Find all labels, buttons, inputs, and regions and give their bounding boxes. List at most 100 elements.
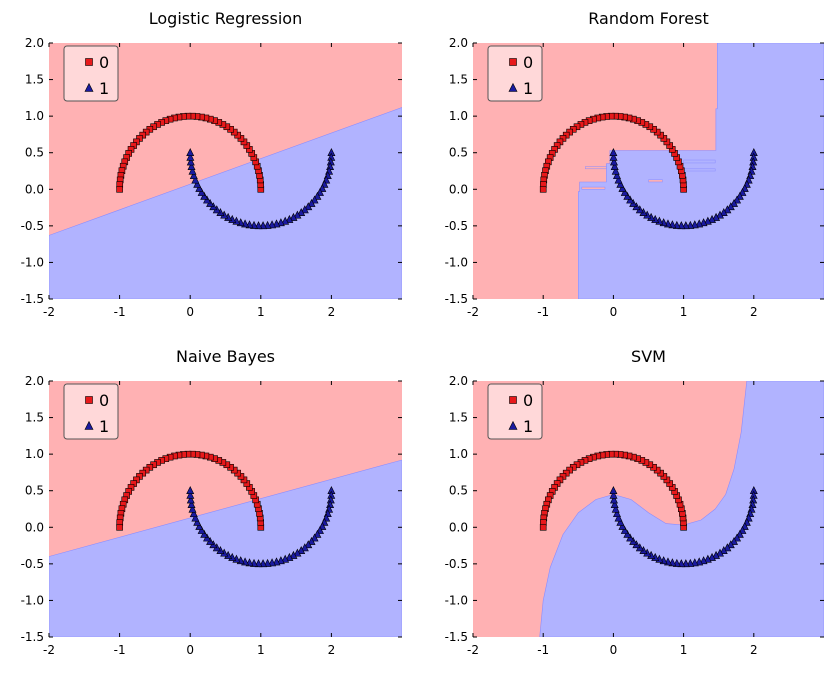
data-point xyxy=(726,202,735,211)
boundary-sliver xyxy=(683,168,716,172)
x-tick-label: -1 xyxy=(114,643,126,657)
series-0 xyxy=(539,112,687,193)
data-point xyxy=(703,216,712,225)
y-tick-label: -0.5 xyxy=(445,557,468,571)
data-point xyxy=(719,546,728,555)
x-tick-label: 2 xyxy=(750,643,758,657)
boundary-sliver xyxy=(581,186,606,190)
data-point xyxy=(620,525,629,534)
x-tick-label: -1 xyxy=(537,305,549,319)
data-point xyxy=(614,513,623,522)
legend-marker-square xyxy=(509,58,517,66)
data-point xyxy=(310,533,319,542)
data-point xyxy=(189,171,198,180)
data-point xyxy=(191,175,200,184)
y-tick-label: 2.0 xyxy=(449,36,468,50)
legend: 01 xyxy=(63,45,119,102)
data-point xyxy=(699,218,708,227)
data-point xyxy=(272,219,281,228)
data-point xyxy=(726,540,735,549)
data-point xyxy=(716,548,724,557)
y-tick-label: -1.5 xyxy=(21,292,44,306)
data-point xyxy=(609,157,618,166)
data-point xyxy=(708,214,717,223)
legend-marker-triangle xyxy=(508,82,518,92)
x-tick-label: 1 xyxy=(257,305,265,319)
y-tick-label: -0.5 xyxy=(445,219,468,233)
chart-title: Logistic Regression xyxy=(149,9,302,28)
data-point xyxy=(307,536,316,545)
class-1-region xyxy=(539,381,824,637)
data-point xyxy=(187,162,196,170)
data-point xyxy=(708,552,717,561)
data-point xyxy=(618,183,627,192)
series-1 xyxy=(609,486,758,568)
data-point xyxy=(716,210,724,219)
y-tick-label: 1.0 xyxy=(449,447,468,461)
y-tick-label: -1.0 xyxy=(445,255,468,269)
legend-label: 0 xyxy=(99,391,109,410)
y-tick-label: 1.0 xyxy=(25,447,44,461)
chart-title: Random Forest xyxy=(588,9,708,28)
legend-box xyxy=(63,383,119,440)
data-point xyxy=(197,525,206,534)
data-point xyxy=(116,185,123,193)
data-point xyxy=(193,179,202,188)
panel-1: -2 -1 0 1 2-1.5-1.0-0.50.00.51.01.52.0Logist… xyxy=(21,9,402,319)
data-point xyxy=(723,543,732,552)
legend-box xyxy=(487,45,543,102)
data-point xyxy=(730,198,739,207)
data-point xyxy=(116,523,123,531)
class-1-region xyxy=(49,107,402,299)
y-tick-label: -1.5 xyxy=(445,630,468,644)
data-point xyxy=(310,195,319,204)
data-point xyxy=(186,152,195,161)
data-point xyxy=(609,486,618,495)
legend-label: 1 xyxy=(99,79,109,98)
legend-label: 0 xyxy=(523,391,533,410)
series-1 xyxy=(186,148,336,230)
data-point xyxy=(712,212,721,221)
data-point xyxy=(703,554,712,563)
data-point xyxy=(612,509,621,518)
class-1-region xyxy=(49,459,402,637)
data-point xyxy=(200,191,209,200)
data-point xyxy=(188,504,197,513)
data-point xyxy=(695,557,704,566)
data-point xyxy=(186,157,195,166)
y-tick-label: 0.0 xyxy=(449,182,468,196)
y-tick-label: 1.0 xyxy=(449,109,468,123)
data-point xyxy=(733,195,742,204)
y-tick-label: 1.5 xyxy=(449,73,468,87)
x-tick-label: -1 xyxy=(537,643,549,657)
x-tick-label: 0 xyxy=(186,643,194,657)
data-point xyxy=(187,500,196,508)
data-point xyxy=(719,208,728,217)
series-1 xyxy=(186,486,336,568)
data-point xyxy=(281,554,290,563)
data-point xyxy=(186,148,195,157)
data-point xyxy=(285,214,294,223)
legend: 01 xyxy=(487,383,543,440)
legend-label: 1 xyxy=(523,79,533,98)
panel-2: -2 -1 0 1 2-1.5-1.0-0.50.00.51.01.52.0Random… xyxy=(445,9,824,319)
data-point xyxy=(189,509,198,518)
decision-regions xyxy=(49,43,402,299)
series-0 xyxy=(116,112,265,193)
x-tick-label: -2 xyxy=(43,305,55,319)
data-point xyxy=(609,495,618,504)
y-tick-label: -1.0 xyxy=(21,593,44,607)
data-point xyxy=(191,513,200,522)
legend-marker-square xyxy=(85,58,93,66)
data-point xyxy=(612,171,621,180)
x-tick-label: 2 xyxy=(328,643,336,657)
data-point xyxy=(723,205,732,214)
axis-ticks: -2 -1 0 1 2-1.5-1.0-0.50.00.51.01.52.0 xyxy=(445,374,824,657)
series-0 xyxy=(539,450,687,531)
x-tick-label: -1 xyxy=(114,305,126,319)
x-tick-label: -2 xyxy=(467,305,479,319)
data-point xyxy=(690,558,699,567)
legend-label: 1 xyxy=(523,417,533,436)
